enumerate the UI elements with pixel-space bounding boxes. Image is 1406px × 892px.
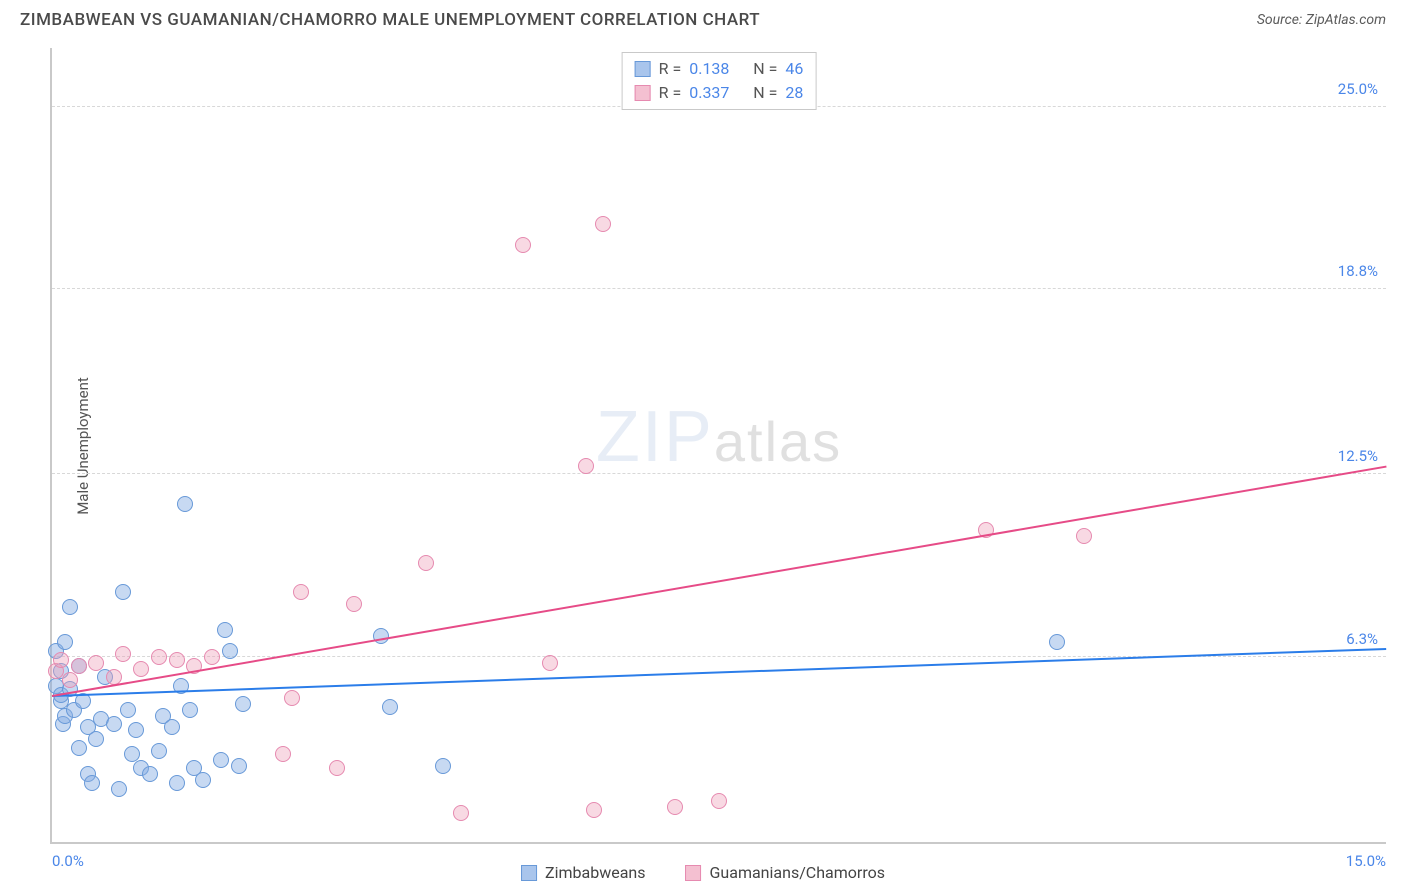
bottom-legend: Zimbabweans Guamanians/Chamorros — [521, 863, 885, 882]
data-point — [204, 649, 220, 665]
data-point — [1049, 634, 1065, 650]
data-point — [231, 758, 247, 774]
watermark-part1: ZIP — [596, 397, 714, 477]
data-point — [128, 722, 144, 738]
data-point — [115, 646, 131, 662]
trend-line — [52, 466, 1386, 697]
data-point — [515, 237, 531, 253]
n-label: N = — [753, 57, 777, 81]
data-point — [115, 584, 131, 600]
data-point — [346, 596, 362, 612]
data-point — [71, 740, 87, 756]
data-point — [151, 649, 167, 665]
legend-item-guamanians: Guamanians/Chamorros — [686, 863, 885, 882]
data-point — [195, 772, 211, 788]
data-point — [578, 458, 594, 474]
data-point — [222, 643, 238, 659]
data-point — [453, 805, 469, 821]
x-tick-label: 0.0% — [52, 852, 84, 870]
data-point — [284, 690, 300, 706]
stat-row: R = 0.337 N = 28 — [635, 81, 804, 105]
data-point — [142, 766, 158, 782]
data-point — [177, 496, 193, 512]
data-point — [62, 599, 78, 615]
data-point — [542, 655, 558, 671]
data-point — [293, 584, 309, 600]
stat-swatch — [635, 85, 651, 101]
y-tick-label: 25.0% — [1338, 80, 1378, 98]
source-prefix: Source: — [1257, 12, 1306, 28]
r-label: R = — [659, 57, 682, 81]
data-point — [182, 702, 198, 718]
data-point — [418, 555, 434, 571]
data-point — [373, 628, 389, 644]
legend-label: Guamanians/Chamorros — [710, 863, 885, 882]
data-point — [164, 719, 180, 735]
data-point — [124, 746, 140, 762]
r-value: 0.337 — [689, 81, 737, 105]
data-point — [1076, 528, 1092, 544]
data-point — [595, 216, 611, 232]
scatter-chart: ZIPatlas 6.3%12.5%18.8%25.0%0.0%15.0%R =… — [50, 48, 1386, 844]
data-point — [133, 661, 149, 677]
stat-swatch — [635, 61, 651, 77]
legend-item-zimbabweans: Zimbabweans — [521, 863, 645, 882]
data-point — [88, 655, 104, 671]
data-point — [217, 622, 233, 638]
correlation-stat-box: R = 0.138 N = 46 R = 0.337 N = 28 — [622, 52, 817, 110]
data-point — [71, 658, 87, 674]
data-point — [275, 746, 291, 762]
r-label: R = — [659, 81, 682, 105]
data-point — [329, 760, 345, 776]
x-tick-label: 15.0% — [1346, 852, 1386, 870]
gridline — [52, 288, 1386, 289]
data-point — [711, 793, 727, 809]
watermark: ZIPatlas — [596, 396, 842, 478]
data-point — [435, 758, 451, 774]
source-name: ZipAtlas.com — [1306, 12, 1386, 28]
y-tick-label: 12.5% — [1338, 447, 1378, 465]
data-point — [169, 652, 185, 668]
data-point — [213, 752, 229, 768]
data-point — [57, 634, 73, 650]
data-point — [151, 743, 167, 759]
legend-swatch-pink — [686, 865, 702, 881]
data-point — [53, 652, 69, 668]
chart-title: ZIMBABWEAN VS GUAMANIAN/CHAMORRO MALE UN… — [20, 10, 760, 30]
data-point — [667, 799, 683, 815]
gridline — [52, 473, 1386, 474]
data-point — [106, 716, 122, 732]
stat-row: R = 0.138 N = 46 — [635, 57, 804, 81]
data-point — [84, 775, 100, 791]
chart-header: ZIMBABWEAN VS GUAMANIAN/CHAMORRO MALE UN… — [0, 0, 1406, 38]
n-label: N = — [753, 81, 777, 105]
data-point — [382, 699, 398, 715]
legend-label: Zimbabweans — [545, 863, 645, 882]
data-point — [120, 702, 136, 718]
data-point — [111, 781, 127, 797]
data-point — [88, 731, 104, 747]
data-point — [62, 672, 78, 688]
legend-swatch-blue — [521, 865, 537, 881]
source-attribution: Source: ZipAtlas.com — [1257, 12, 1386, 28]
y-tick-label: 6.3% — [1346, 630, 1378, 648]
data-point — [586, 802, 602, 818]
n-value: 28 — [785, 81, 803, 105]
y-tick-label: 18.8% — [1338, 262, 1378, 280]
data-point — [235, 696, 251, 712]
r-value: 0.138 — [689, 57, 737, 81]
n-value: 46 — [785, 57, 803, 81]
watermark-part2: atlas — [714, 410, 842, 473]
data-point — [169, 775, 185, 791]
